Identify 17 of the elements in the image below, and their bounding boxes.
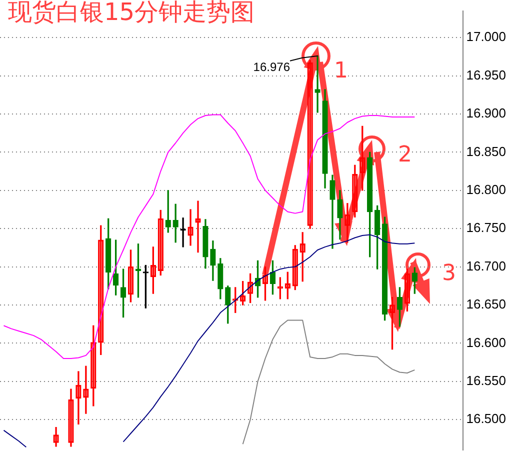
y-tick-label: 16.600 — [466, 334, 506, 350]
y-tick-label: 16.500 — [466, 411, 506, 426]
annotation: 3 — [442, 261, 456, 286]
y-tick-label: 16.900 — [466, 106, 506, 121]
y-tick-label: 16.550 — [466, 373, 506, 388]
y-tick-label: 16.750 — [466, 220, 506, 236]
y-tick-label: 16.700 — [466, 258, 506, 274]
y-tick-label: 16.800 — [466, 182, 506, 197]
candlestick — [314, 56, 320, 113]
y-tick-label: 17.000 — [466, 29, 506, 44]
annotation: 16.976 — [253, 60, 290, 74]
y-tick-label: 16.850 — [466, 144, 506, 159]
annotation: 2 — [398, 142, 412, 168]
annotation: 1 — [334, 58, 348, 84]
chart-title: 现货白银15分钟走势图 — [8, 0, 255, 26]
y-tick-label: 16.950 — [466, 67, 506, 82]
y-tick-label: 16.650 — [466, 296, 506, 312]
